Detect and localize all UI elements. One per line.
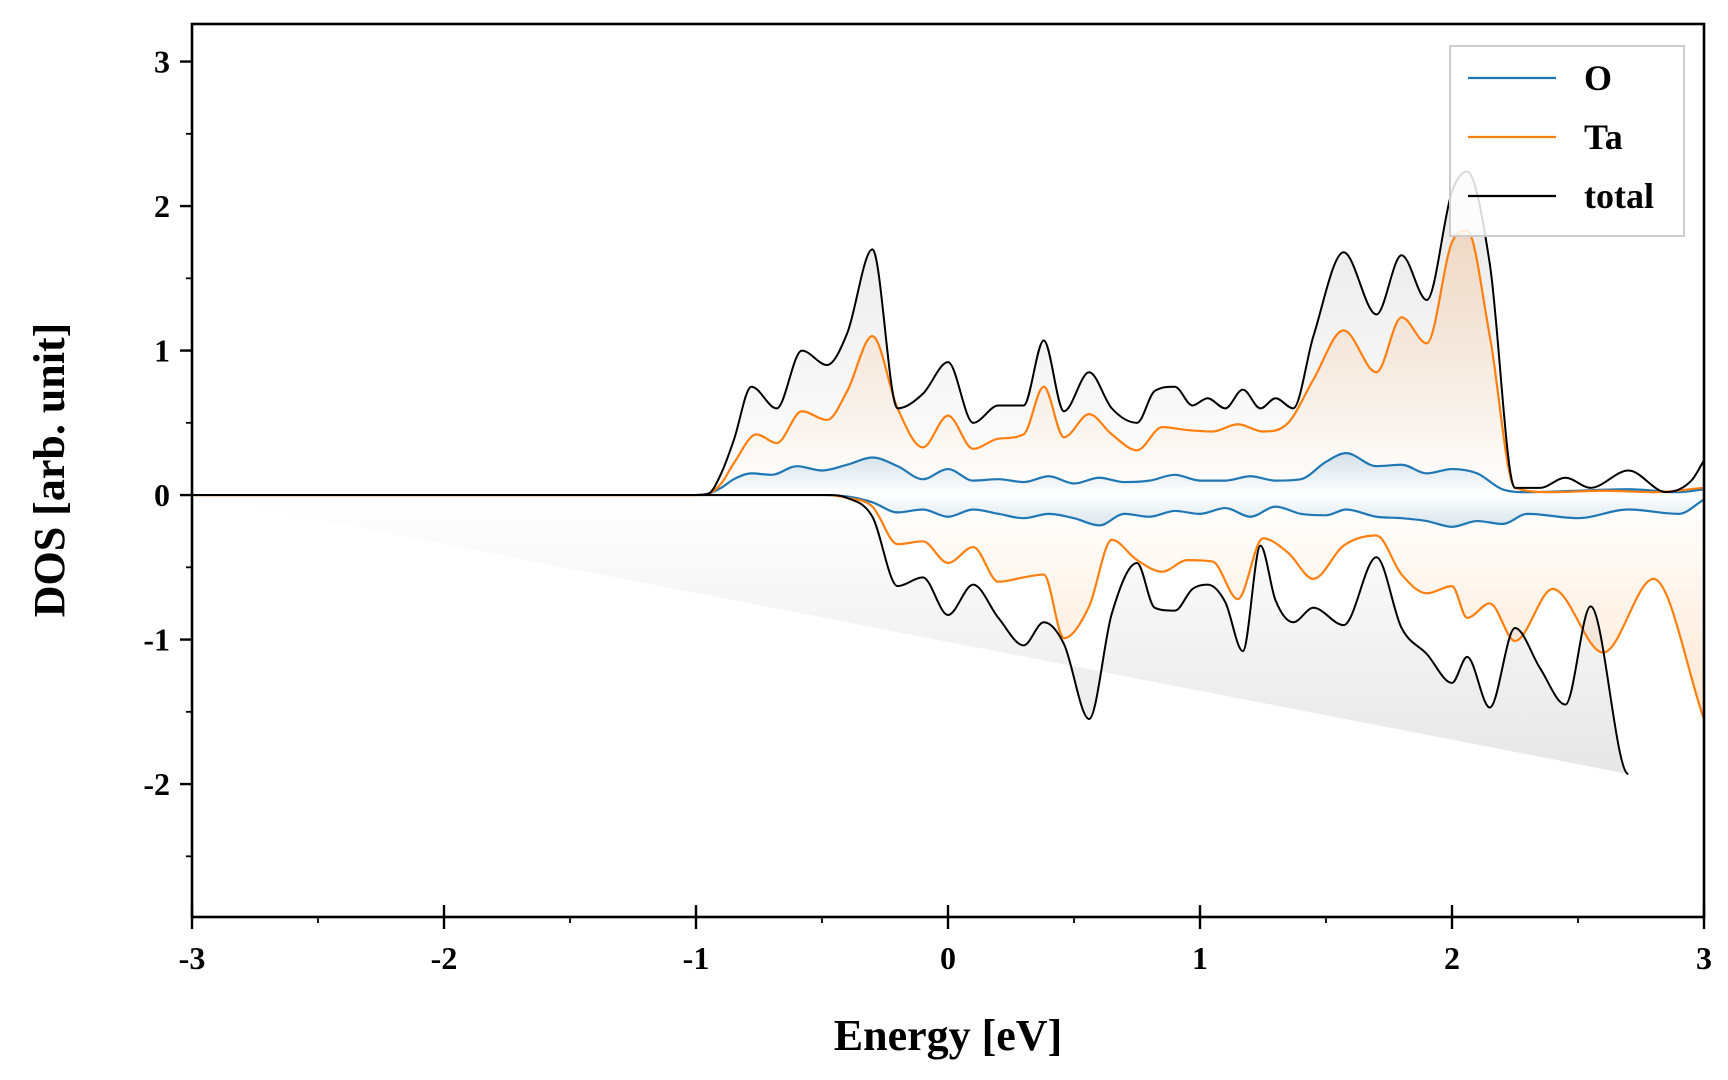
fill-total-down (192, 495, 1629, 774)
y-tick-label: -1 (143, 622, 170, 658)
y-tick-label: 3 (154, 44, 170, 80)
fill-ta-up (192, 230, 1704, 496)
x-tick-label: 0 (940, 940, 956, 976)
y-tick-label: 0 (154, 477, 170, 513)
x-tick-label: 3 (1696, 940, 1712, 976)
x-tick-label: -2 (431, 940, 458, 976)
x-axis-label: Energy [eV] (834, 1011, 1063, 1060)
legend-label-ta: Ta (1584, 117, 1623, 157)
x-tick-label: 1 (1192, 940, 1208, 976)
tick-labels-layer: -3 -2 -1 0 1 2 3 -2 -1 0 1 2 3 (143, 44, 1712, 976)
y-axis-label: DOS [arb. unit] (25, 323, 74, 618)
fill-o-down (192, 495, 1704, 527)
y-tick-label: 1 (154, 333, 170, 369)
fills-layer (192, 171, 1704, 774)
fill-ta-down (192, 495, 1704, 720)
line-total-up (191, 170, 1705, 497)
line-total-down (191, 494, 1630, 775)
fill-o-up (192, 453, 1704, 496)
ticks-layer (180, 60, 1706, 929)
x-tick-label: 2 (1444, 940, 1460, 976)
legend-label-total: total (1584, 176, 1654, 216)
legend: O Ta total (1449, 45, 1685, 237)
y-tick-label: 2 (154, 188, 170, 224)
x-tick-label: -3 (179, 940, 206, 976)
legend-label-o: O (1584, 58, 1612, 98)
line-o-up (191, 452, 1705, 497)
y-tick-label: -2 (143, 766, 170, 802)
x-tick-label: -1 (683, 940, 710, 976)
